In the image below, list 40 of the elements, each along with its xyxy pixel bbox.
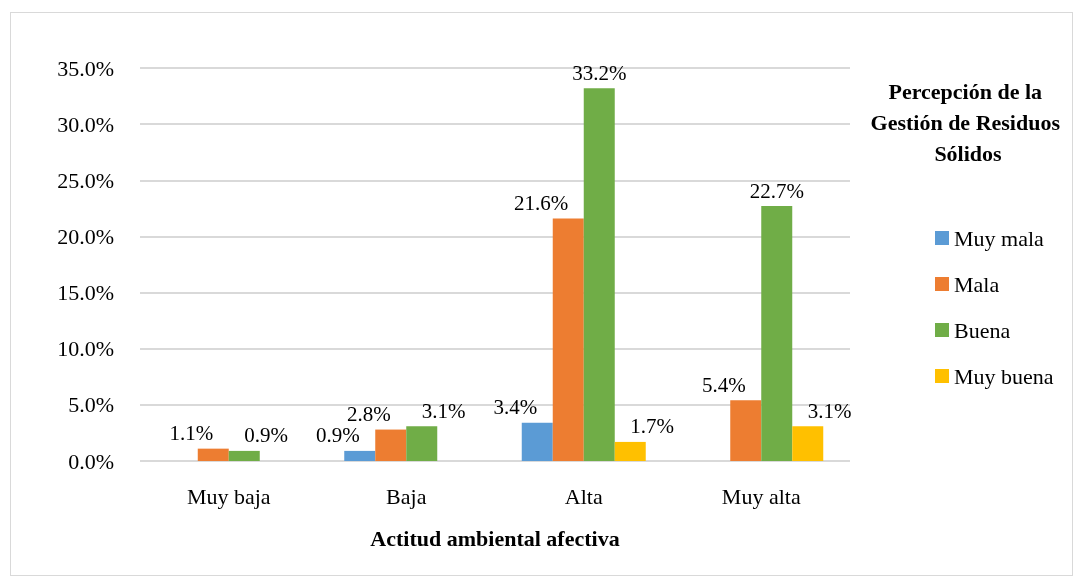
data-label: 1.7% — [630, 414, 674, 439]
x-tick-label: Muy alta — [721, 483, 801, 509]
y-tick-label: 20.0% — [57, 223, 114, 249]
legend-label: Mala — [954, 271, 1000, 297]
y-tick-label: 30.0% — [57, 111, 114, 137]
data-label: 3.1% — [421, 398, 466, 423]
data-label: 1.1% — [169, 421, 214, 446]
data-label: 33.2% — [572, 60, 627, 85]
bar — [792, 426, 824, 461]
x-axis-title: Actitud ambiental afectiva — [370, 525, 620, 551]
data-label: 22.7% — [749, 178, 804, 203]
data-label: 5.4% — [702, 372, 746, 397]
data-label: 21.6% — [514, 190, 569, 215]
data-label: 0.9% — [244, 423, 288, 448]
x-tick-label: Alta — [564, 483, 603, 509]
y-tick-label: 35.0% — [57, 55, 114, 81]
bar — [614, 441, 646, 461]
bar — [375, 429, 407, 461]
bar — [583, 88, 615, 461]
legend-label: Muy buena — [954, 363, 1054, 389]
bar — [730, 400, 762, 461]
bar — [552, 218, 584, 461]
x-tick-label: Baja — [386, 483, 427, 509]
bar — [521, 422, 553, 461]
bar — [344, 450, 376, 461]
data-label: 3.4% — [493, 395, 538, 420]
x-tick-label: Muy baja — [186, 483, 271, 509]
legend-title: Percepción de la Gestión de Residuos Sólidos — [870, 79, 1066, 166]
y-tick-label: 25.0% — [57, 167, 114, 193]
legend-label: Buena — [954, 317, 1011, 343]
y-tick-label: 15.0% — [57, 280, 114, 306]
bar — [197, 448, 229, 461]
bar — [406, 426, 438, 461]
bar — [228, 450, 260, 461]
y-tick-label: 10.0% — [57, 336, 114, 362]
y-tick-label: 5.0% — [68, 392, 114, 418]
y-tick-label: 0.0% — [68, 448, 114, 474]
legend-label: Muy mala — [954, 225, 1045, 251]
data-label: 3.1% — [807, 398, 852, 423]
bar — [761, 206, 793, 461]
